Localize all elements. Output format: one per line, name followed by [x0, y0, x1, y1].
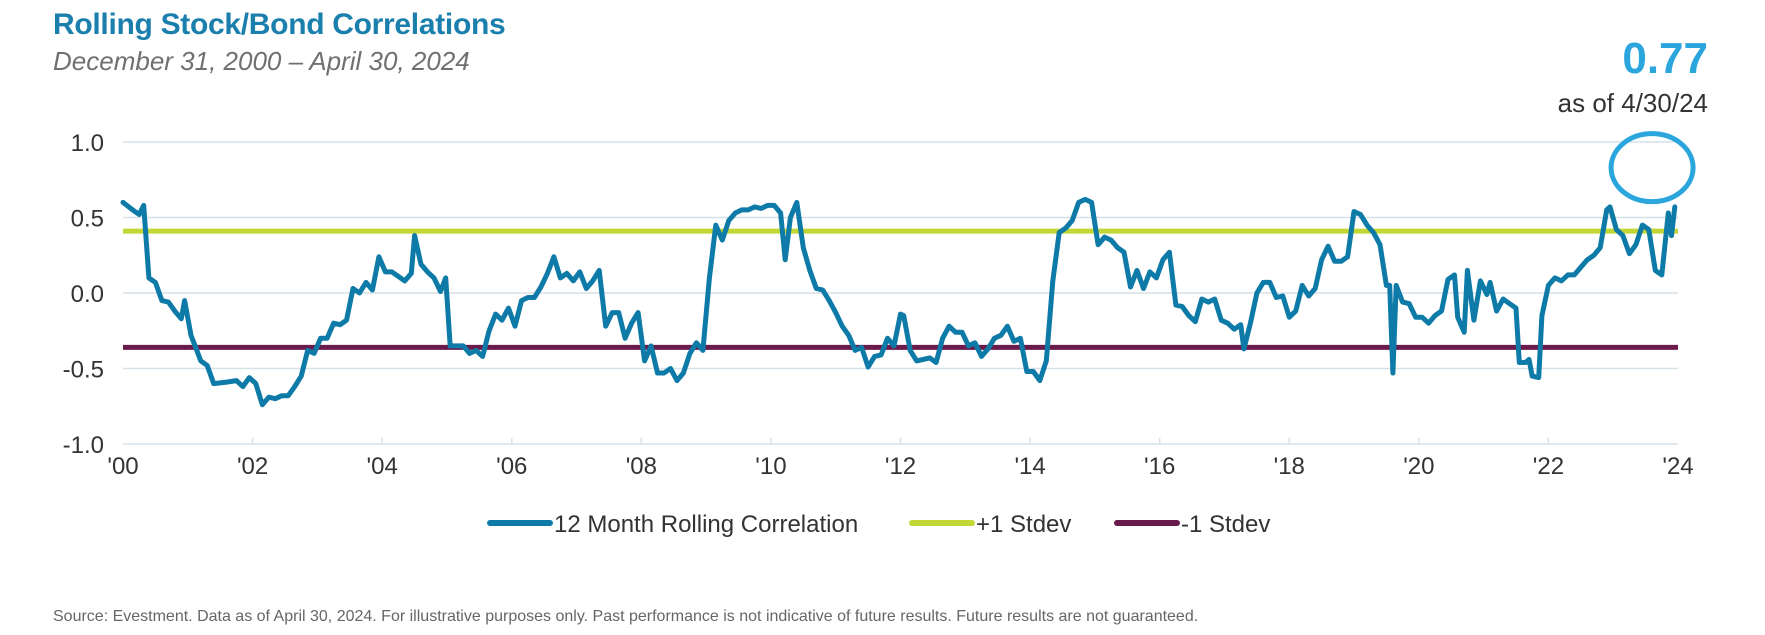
x-tick-label: '08 — [626, 453, 657, 480]
rolling-correlation-line — [120, 196, 1678, 408]
x-tick-label: '04 — [367, 453, 398, 480]
legend: 12 Month Rolling Correlation +1 Stdev -1 S… — [487, 511, 1270, 538]
legend-label: +1 Stdev — [976, 511, 1071, 538]
x-tick-label: '12 — [885, 453, 916, 480]
x-tick-label: '24 — [1662, 453, 1693, 480]
y-tick-label: -0.5 — [63, 357, 104, 384]
current-correlation-value: 0.77 — [1622, 34, 1708, 83]
x-tick-label: '20 — [1403, 453, 1434, 480]
x-tick-label: '10 — [755, 453, 786, 480]
x-tick-label: '06 — [496, 453, 527, 480]
source-footnote: Source: Evestment. Data as of April 30, … — [53, 608, 1199, 625]
x-axis-tick-labels: '00 '02 '04 '06 '08 '10 '12 '14 '16 '18 '20 '22 '24 — [107, 453, 1693, 480]
x-tick-label: '00 — [107, 453, 138, 480]
as-of-date: as of 4/30/24 — [1557, 88, 1708, 118]
chart-subtitle: December 31, 2000 – April 30, 2024 — [53, 46, 470, 76]
x-tick-label: '22 — [1533, 453, 1564, 480]
reference-lines — [123, 228, 1678, 350]
y-tick-label: 1.0 — [71, 130, 104, 157]
chart-title: Rolling Stock/Bond Correlations — [53, 8, 506, 41]
legend-label: -1 Stdev — [1181, 511, 1270, 538]
x-tick-label: '14 — [1014, 453, 1045, 480]
y-tick-label: 0.5 — [71, 206, 104, 233]
correlation-chart: 1.00.50.0-0.5-1.0 '00'02'04'06'08'10'12 '… — [63, 130, 1696, 538]
y-tick-label: 0.0 — [71, 281, 104, 308]
y-axis-tick-labels: 1.0 0.5 0.0 -0.5 -1.0 — [63, 130, 104, 459]
x-tick-label: '18 — [1274, 453, 1305, 480]
y-tick-label: -1.0 — [63, 432, 104, 459]
highlight-marker — [1608, 131, 1696, 205]
x-tick-label: '16 — [1144, 453, 1175, 480]
grid-lines — [123, 141, 1678, 445]
series-lines — [120, 196, 1678, 408]
legend-label: 12 Month Rolling Correlation — [554, 511, 858, 538]
x-tick-label: '02 — [237, 453, 268, 480]
highlight-circle — [1608, 131, 1696, 205]
